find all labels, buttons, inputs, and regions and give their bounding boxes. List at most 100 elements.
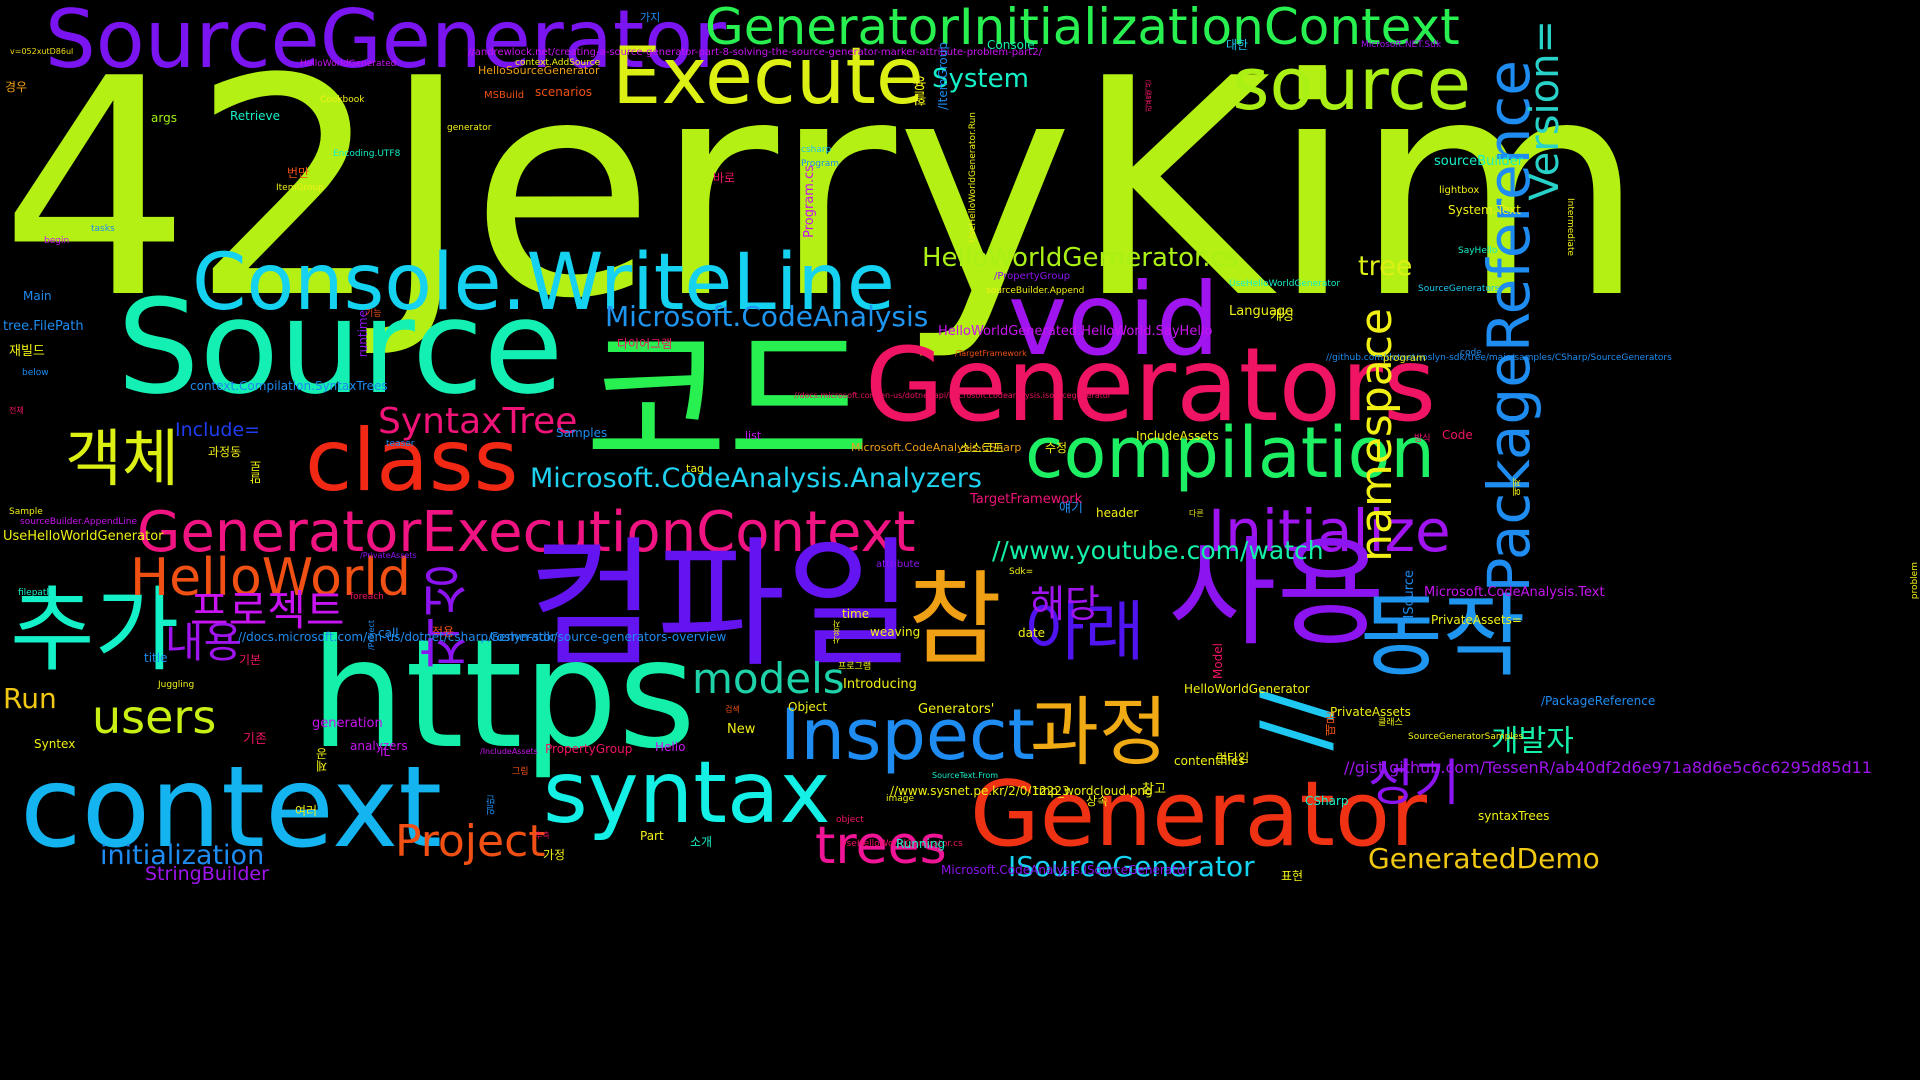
cloud-word: Program bbox=[801, 159, 839, 169]
cloud-word: 기능 bbox=[365, 309, 382, 319]
cloud-word: HelloWorldGenerated bbox=[300, 59, 397, 69]
cloud-word: trees bbox=[815, 816, 947, 876]
cloud-word: 다이어그램 bbox=[617, 337, 673, 351]
cloud-word: object bbox=[836, 815, 864, 825]
cloud-word: Run bbox=[3, 682, 57, 715]
cloud-word: //andrewlock.net/creating-a-source-gener… bbox=[468, 47, 1042, 58]
cloud-word: Syntex bbox=[34, 737, 76, 751]
cloud-word: header bbox=[1096, 506, 1139, 520]
cloud-word: foreach bbox=[350, 592, 384, 602]
cloud-word: 여러 bbox=[295, 804, 318, 818]
cloud-word: 경우 bbox=[5, 80, 28, 94]
cloud-word: Console bbox=[987, 38, 1035, 52]
cloud-word: list bbox=[745, 429, 762, 442]
cloud-word: call bbox=[378, 626, 399, 640]
cloud-word: UseHelloWorldGenerator bbox=[1229, 279, 1341, 289]
cloud-word: SourceGeneratorSamples bbox=[1408, 732, 1524, 742]
cloud-word: Microsoft.CodeAnalysis.CSharp bbox=[851, 441, 1022, 454]
cloud-word: weaving bbox=[870, 625, 921, 639]
cloud-word: ISource bbox=[1402, 570, 1417, 619]
cloud-word: IL bbox=[380, 745, 391, 759]
cloud-word: 참 bbox=[908, 561, 1002, 680]
cloud-word: 참고 bbox=[1142, 782, 1166, 797]
cloud-word: HelloWorldGenerator bbox=[1184, 682, 1310, 696]
cloud-word: PropertyGroup bbox=[545, 742, 633, 756]
cloud-word: PrivateAssets bbox=[1330, 705, 1411, 719]
cloud-word: Cookbook bbox=[320, 95, 365, 105]
cloud-word: context.AddSource bbox=[515, 58, 601, 68]
cloud-word: 내용 bbox=[165, 618, 243, 667]
cloud-word: 과정 bbox=[1030, 688, 1169, 776]
cloud-word: void bbox=[1008, 261, 1220, 378]
cloud-word: Microsoft.CodeAnalysis.Text bbox=[1424, 585, 1605, 600]
cloud-word: 컴파일 bbox=[528, 524, 915, 687]
cloud-word: Generators bbox=[865, 326, 1437, 445]
cloud-word: UseHelloWorldGenerator.Run bbox=[968, 112, 978, 243]
cloud-word: csharp bbox=[801, 145, 832, 155]
cloud-word: 다른 bbox=[1189, 509, 1204, 518]
cloud-word: 객체 bbox=[65, 422, 180, 495]
cloud-word: syntax bbox=[543, 743, 831, 843]
cloud-word: code bbox=[1460, 348, 1482, 358]
cloud-word: Program.cs bbox=[802, 165, 817, 238]
cloud-word: 프로젝트 bbox=[190, 586, 345, 635]
cloud-word: users bbox=[92, 690, 217, 744]
cloud-word: 아래 bbox=[1025, 595, 1145, 670]
cloud-word: //github.com/dotnet/roslyn-sdk/tree/main… bbox=[1326, 353, 1672, 363]
cloud-word: args bbox=[151, 111, 177, 125]
cloud-word: 예제 bbox=[1513, 478, 1523, 496]
cloud-word: 42JerryKim bbox=[0, 15, 1647, 364]
cloud-word: SourceText.From bbox=[932, 771, 999, 780]
cloud-word: 프로그램 bbox=[838, 662, 872, 672]
cloud-word: MSBuild bbox=[484, 90, 525, 101]
cloud-word: tree.FilePath bbox=[3, 319, 84, 334]
cloud-word: 적용 bbox=[432, 625, 455, 639]
cloud-word: filepath bbox=[18, 588, 53, 598]
cloud-word: initialization bbox=[100, 840, 265, 871]
cloud-word: 그림 bbox=[512, 767, 529, 777]
cloud-word: sourceBuilder.AppendLine bbox=[20, 517, 138, 527]
cloud-word: 얘기 bbox=[1059, 501, 1083, 516]
cloud-word: Console.WriteLine bbox=[192, 238, 895, 328]
cloud-word: Include= bbox=[175, 419, 261, 441]
cloud-word: 대한 bbox=[1226, 38, 1249, 52]
cloud-word: context.Compilation.SyntaxTrees bbox=[190, 379, 388, 393]
cloud-word: 캐싱 bbox=[1270, 309, 1294, 324]
cloud-word: ItemGroup bbox=[276, 183, 324, 193]
cloud-word: Gernerator bbox=[490, 630, 556, 644]
cloud-word: v=052xutD86ul bbox=[10, 47, 74, 56]
cloud-word: 가정 bbox=[543, 848, 566, 862]
cloud-word: tasks bbox=[91, 224, 115, 234]
cloud-word: syntaxTrees bbox=[1478, 809, 1550, 823]
cloud-word: Initialize bbox=[1208, 497, 1451, 565]
cloud-word: HelloSourceGenerator bbox=[478, 64, 600, 77]
cloud-word: Microsoft.NET.Sdk bbox=[1361, 40, 1442, 50]
cloud-word: tag bbox=[686, 462, 705, 475]
cloud-word: TargetFramework bbox=[970, 492, 1083, 507]
cloud-word: System.Text bbox=[1448, 203, 1521, 217]
cloud-word: 가지 bbox=[640, 11, 661, 24]
cloud-word: Model bbox=[1211, 643, 1225, 680]
cloud-word: generator bbox=[447, 123, 492, 133]
cloud-word: Generators' bbox=[918, 702, 995, 717]
cloud-word: //docs.microsoft.com/en-us/dotnet/csharp… bbox=[238, 630, 727, 644]
cloud-word: 상속 bbox=[1086, 794, 1109, 808]
cloud-word: 전체 bbox=[9, 406, 24, 415]
cloud-word: 클래스 bbox=[1378, 718, 1403, 728]
cloud-word: 런타임 bbox=[1216, 751, 1250, 765]
cloud-word: /ItemGroup bbox=[936, 42, 950, 110]
cloud-word: 기존 bbox=[243, 732, 267, 747]
cloud-word: time bbox=[842, 607, 870, 621]
cloud-word: sourceBuilder bbox=[1434, 154, 1524, 169]
cloud-word: program bbox=[1383, 353, 1426, 364]
cloud-word: 개발자 bbox=[1491, 724, 1574, 759]
cloud-word: ISourceGenerator bbox=[1008, 850, 1255, 883]
cloud-word: 소스코드 bbox=[960, 441, 1005, 455]
cloud-word: HelloWorldGernerator.cs bbox=[922, 243, 1239, 273]
cloud-word: New bbox=[727, 722, 756, 737]
cloud-word: Execute bbox=[612, 32, 924, 122]
cloud-word: System bbox=[932, 64, 1029, 94]
cloud-word: StringBuilder bbox=[145, 863, 269, 885]
cloud-word: title bbox=[144, 651, 168, 665]
cloud-word: UseHelloWorldGenerator bbox=[3, 529, 164, 544]
